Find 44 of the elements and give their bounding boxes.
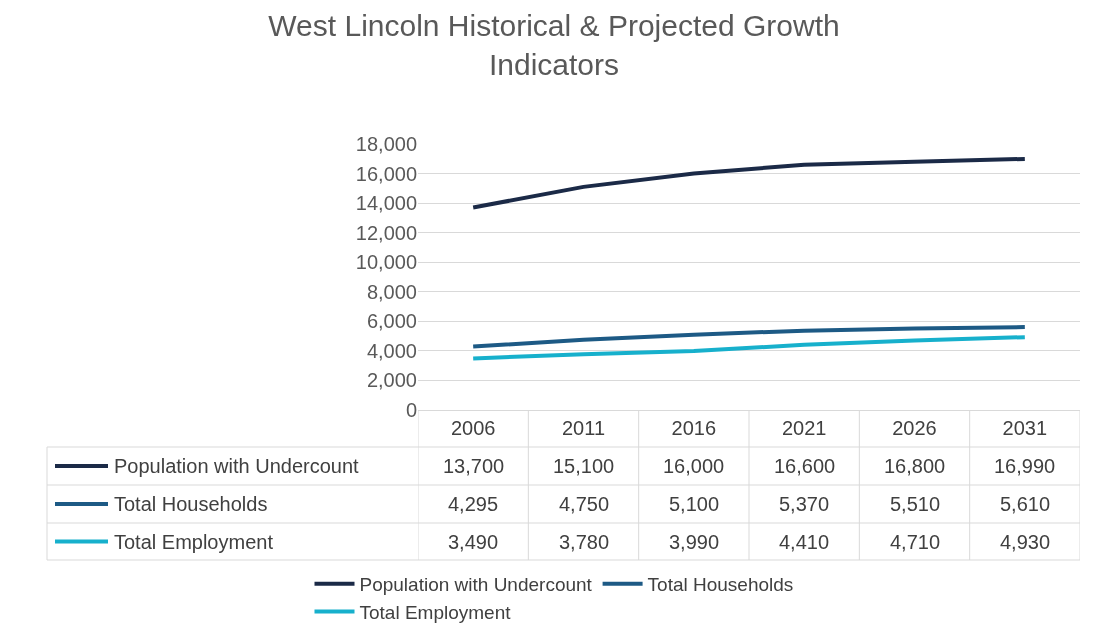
legend-label: Population with Undercount xyxy=(114,455,360,477)
y-tick-label: 16,000 xyxy=(355,162,417,185)
data-label: 13,700 xyxy=(443,455,505,477)
legend-label: Total Households xyxy=(647,574,794,596)
x-tick-label: 2006 xyxy=(450,417,496,439)
y-tick-label: 4,000 xyxy=(366,339,417,362)
data-label: 16,600 xyxy=(774,455,836,477)
chart-title: West Lincoln Historical & Projected Growth Indicators xyxy=(268,9,840,81)
text: Population with Undercount xyxy=(359,574,592,596)
x-tick-label: 2026 xyxy=(892,417,937,439)
data-label: 16,000 xyxy=(663,455,725,477)
data-label: 16,800 xyxy=(884,455,946,477)
data-label: 5,370 xyxy=(779,493,830,515)
data-label: 5,510 xyxy=(890,493,941,515)
x-tick-label: 2016 xyxy=(671,417,717,439)
text: Total Households xyxy=(114,493,268,515)
data-label: 5,100 xyxy=(669,493,720,515)
y-tick-label: 14,000 xyxy=(355,192,417,215)
line-series xyxy=(471,156,1027,210)
x-tick-label: 2011 xyxy=(561,417,606,439)
data-label: 16,990 xyxy=(994,455,1056,477)
y-tick-label: 18,000 xyxy=(355,133,417,155)
y-tick-label: 10,000 xyxy=(355,251,417,274)
legend-label: Total Employment xyxy=(359,601,512,623)
x-tick-label: 2031 xyxy=(1002,417,1048,439)
y-tick-label: 0 xyxy=(405,399,417,421)
data-label: 3,490 xyxy=(448,531,499,553)
text: Total Employment xyxy=(114,531,273,553)
line-series xyxy=(471,335,1027,361)
data-label: 4,295 xyxy=(448,493,499,515)
y-tick-label: 12,000 xyxy=(355,221,417,244)
data-label: 4,410 xyxy=(779,531,830,553)
data-label: 3,990 xyxy=(669,531,720,553)
line-series xyxy=(471,325,1027,349)
data-label: 4,750 xyxy=(559,493,610,515)
data-label: 4,710 xyxy=(890,531,941,553)
data-label: 4,930 xyxy=(1000,531,1051,553)
y-tick-label: 6,000 xyxy=(366,310,417,333)
data-label: 3,780 xyxy=(559,531,610,553)
y-tick-label: 2,000 xyxy=(366,369,417,392)
data-label: 5,610 xyxy=(1000,493,1051,515)
y-tick-label: 8,000 xyxy=(366,280,417,303)
x-tick-label: 2021 xyxy=(781,417,827,439)
data-label: 15,100 xyxy=(553,455,615,477)
